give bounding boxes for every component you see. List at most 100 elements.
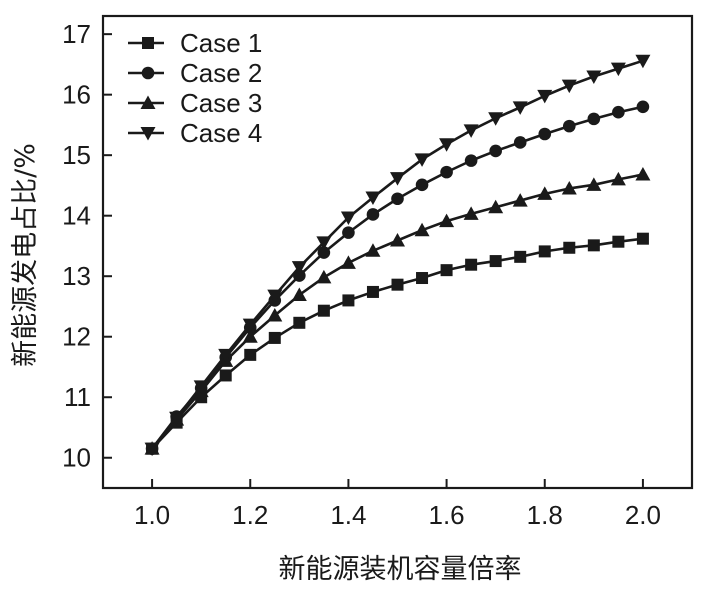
y-tick-label: 15 [62, 140, 91, 170]
data-point-case-4 [365, 191, 381, 206]
data-point-case-2 [612, 105, 625, 119]
data-point-case-2 [587, 112, 601, 126]
data-point-case-1 [563, 241, 576, 254]
data-point-case-4 [390, 172, 405, 186]
y-tick-label: 12 [62, 322, 91, 352]
data-point-case-3 [561, 180, 577, 195]
data-point-case-4 [242, 318, 258, 333]
legend-marker-case-3 [140, 95, 156, 109]
data-point-case-3 [537, 186, 553, 200]
legend-label-case-1: Case 1 [180, 28, 262, 58]
data-point-case-4 [218, 348, 234, 363]
data-point-case-4 [635, 54, 651, 69]
data-point-case-3 [439, 213, 455, 228]
legend-label-case-3: Case 3 [180, 88, 262, 118]
data-point-case-1 [465, 258, 478, 271]
data-point-case-2 [391, 192, 404, 206]
data-point-case-1 [342, 294, 355, 307]
data-point-case-4 [439, 138, 455, 152]
data-point-case-1 [514, 250, 527, 263]
data-point-case-2 [513, 136, 527, 149]
data-point-case-1 [391, 278, 404, 291]
data-point-case-4 [586, 70, 602, 85]
y-axis-title: 新能源发电占比/% [10, 143, 41, 367]
data-point-case-2 [342, 226, 355, 239]
data-point-case-3 [390, 233, 405, 247]
y-tick-label: 13 [62, 261, 91, 291]
x-tick-label: 1.0 [134, 500, 170, 530]
legend-label-case-2: Case 2 [180, 58, 262, 88]
data-point-case-1 [317, 304, 330, 317]
data-point-case-2 [366, 208, 380, 221]
data-point-case-4 [169, 411, 185, 426]
y-tick-label: 14 [62, 201, 91, 231]
data-point-case-3 [512, 193, 528, 207]
data-point-case-1 [416, 272, 429, 285]
data-point-case-3 [267, 308, 283, 322]
data-point-case-3 [586, 177, 602, 191]
data-point-case-4 [537, 89, 553, 104]
data-point-case-3 [340, 255, 356, 269]
x-axis-title: 新能源装机容量倍率 [279, 554, 522, 585]
data-point-case-1 [244, 348, 257, 361]
data-point-case-1 [366, 285, 379, 298]
data-point-case-1 [538, 245, 551, 258]
plot-frame [101, 14, 694, 490]
y-tick-label: 17 [62, 19, 91, 49]
data-point-case-4 [488, 112, 504, 126]
data-point-case-3 [414, 222, 430, 237]
legend-marker-case-1 [142, 37, 154, 49]
series-line-case-2 [151, 105, 644, 450]
data-point-case-2 [415, 178, 429, 192]
x-tick-label: 1.4 [330, 500, 366, 530]
data-point-case-4 [340, 211, 356, 226]
data-point-case-1 [268, 331, 281, 344]
data-point-case-2 [562, 119, 576, 133]
data-point-case-1 [612, 235, 625, 248]
data-point-case-4 [561, 79, 577, 94]
legend-marker-case-2 [141, 66, 155, 80]
data-point-case-4 [463, 124, 479, 138]
legend-marker-case-4 [140, 127, 156, 141]
data-point-case-3 [291, 287, 307, 301]
data-point-case-1 [636, 232, 649, 245]
y-tick-label: 11 [64, 382, 91, 412]
x-tick-label: 2.0 [625, 500, 661, 530]
data-point-case-2 [538, 127, 552, 141]
series-line-case-1 [151, 237, 644, 450]
data-point-case-2 [489, 144, 502, 158]
data-point-case-4 [291, 261, 307, 275]
data-point-case-3 [463, 206, 479, 220]
data-point-case-3 [610, 171, 626, 186]
y-tick-label: 10 [62, 443, 91, 473]
x-tick-label: 1.8 [527, 500, 563, 530]
legend-label-case-4: Case 4 [180, 118, 262, 148]
data-point-case-4 [414, 153, 430, 167]
data-point-case-4 [144, 442, 160, 457]
data-point-case-1 [440, 264, 453, 277]
data-point-case-3 [316, 269, 332, 284]
data-point-case-3 [242, 329, 258, 343]
data-point-case-1 [489, 255, 502, 268]
data-point-case-4 [316, 236, 332, 250]
y-tick-label: 16 [62, 80, 91, 110]
data-point-case-4 [193, 380, 209, 394]
x-tick-label: 1.2 [232, 500, 268, 530]
data-point-case-3 [365, 243, 381, 257]
data-point-case-3 [488, 199, 504, 214]
series-line-case-3 [151, 173, 644, 450]
data-point-case-1 [219, 369, 232, 382]
x-tick-label: 1.6 [429, 500, 465, 530]
data-point-case-2 [464, 154, 478, 167]
data-point-case-2 [317, 246, 331, 259]
data-point-case-4 [512, 101, 528, 115]
data-point-case-1 [587, 239, 600, 252]
data-point-case-2 [440, 165, 453, 179]
data-point-case-4 [610, 62, 626, 77]
data-point-case-1 [293, 316, 306, 329]
data-point-case-2 [636, 100, 650, 114]
data-point-case-3 [635, 167, 651, 181]
